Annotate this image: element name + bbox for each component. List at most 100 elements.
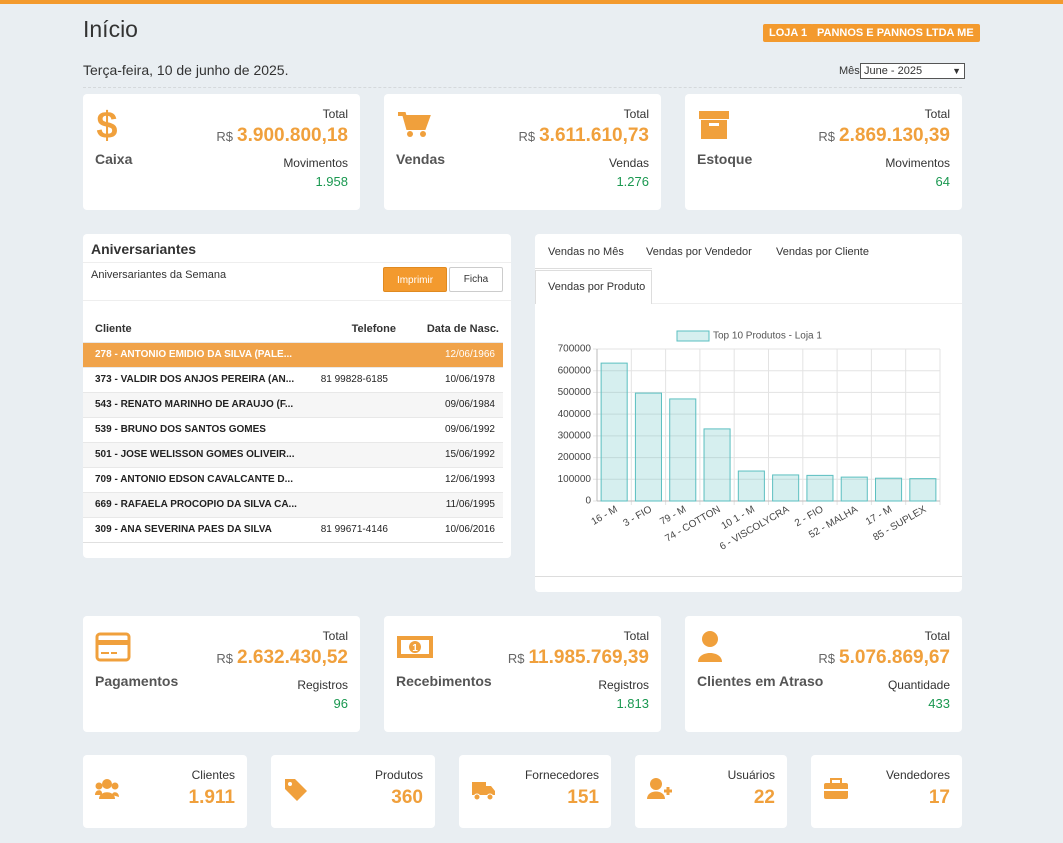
y-tick-label: 100000 [558,474,592,485]
summary-card: EstoqueTotalR$2.869.130,39Movimentos64 [685,94,962,210]
detail-value: 1.813 [616,696,649,711]
counter-card: Fornecedores 151 [459,755,611,828]
tab[interactable]: Vendas no Mês [548,246,624,258]
icon [823,777,851,803]
icon [697,630,737,666]
divider [535,576,962,577]
panel-title: Aniversariantes [91,241,196,257]
bar [635,393,661,501]
table-row[interactable]: 309 - ANA SEVERINA PAES DA SILVA81 99671… [83,517,503,542]
table-row[interactable]: 278 - ANTONIO EMIDIO DA SILVA (PALE... 12… [83,342,503,367]
column-header: Cliente [95,323,132,335]
phone: 81 99828-6185 [321,374,388,385]
tab[interactable]: Vendas por Cliente [776,246,869,258]
counter-value: 151 [567,787,599,809]
summary-card: 1RecebimentosTotalR$11.985.769,39Registr… [384,616,661,732]
sheet-button[interactable]: Ficha [449,267,503,292]
amount: 11.985.769,39 [529,647,649,668]
phone: 81 99671-4146 [321,524,388,535]
birth-date: 09/06/1984 [445,399,495,410]
counter-label: Vendedores [886,768,950,782]
detail-label: Registros [598,678,649,692]
table-row[interactable]: 543 - RENATO MARINHO DE ARAUJO (F... 09/0… [83,392,503,417]
divider [83,300,511,301]
y-tick-label: 300000 [558,430,592,441]
counter-card: Usuários22 [635,755,787,828]
total-label: Total [624,107,649,121]
icon [95,630,135,666]
table-row[interactable]: 709 - ANTONIO EDSON CAVALCANTE D... 12/06… [83,467,503,492]
total-amount: R$3.900.800,18 [216,125,348,147]
currency: R$ [216,651,233,666]
client-name: 539 - BRUNO DOS SANTOS GOMES [95,424,266,435]
x-tick-label: 3 - FIO [621,504,654,529]
bar [841,477,867,501]
button-text: Ficha [464,274,488,285]
client-name: 669 - RAFAELA PROCOPIO DA SILVA CA... [95,499,297,510]
y-tick-label: 500000 [558,387,592,398]
client-name: 543 - RENATO MARINHO DE ARAUJO (F... [95,399,293,410]
date: Terça-feira, 10 de junho de 2025. [83,62,288,78]
column-header: Data de Nasc. [427,323,499,335]
x-tick-label: 16 - M [590,504,620,528]
company-badge[interactable]: PANNOS E PANNOS LTDA ME [811,24,980,42]
counter-card: Vendedores 17 [811,755,962,828]
table-row[interactable]: 373 - VALDIR DOS ANJOS PEREIRA (AN... 81 … [83,367,503,392]
print-button[interactable]: Imprimir [383,267,447,292]
bar [704,429,730,501]
total-label: Total [323,107,348,121]
icon [647,777,675,803]
chart-panel: Vendas no Mês Vendas por Vendedor Vendas p… [535,234,962,592]
bar [601,363,627,501]
month-select[interactable]: June - 2025▼ [860,63,965,79]
icon [95,777,123,803]
table-row[interactable]: 669 - RAFAELA PROCOPIO DA SILVA CA...11/… [83,492,503,517]
table-row[interactable]: 539 - BRUNO DOS SANTOS GOMES09/06/1992 [83,417,503,442]
icon [697,108,737,144]
top-bar [0,0,1063,4]
divider [83,87,962,88]
bar [670,399,696,501]
total-amount: R$11.985.769,39 [508,647,649,669]
svg-text:1: 1 [412,643,418,654]
counter-value: 360 [391,787,423,809]
birth-date: 12/06/1966 [445,349,495,360]
detail-value: 1.958 [315,174,348,189]
counter-value: 17 [929,787,950,809]
birth-date: 12/06/1993 [445,474,495,485]
y-tick-label: 600000 [558,365,592,376]
amount: 5.076.869,67 [839,647,950,668]
total-label: Total [624,629,649,643]
summary-card: Clientes em AtrasoTotalR$5.076.869,67Qua… [685,616,962,732]
birth-date: 10/06/2016 [445,524,495,535]
total-amount: R$3.611.610,73 [518,125,649,147]
month-value: June - 2025 [864,65,922,77]
icon [396,108,436,144]
amount: 2.869.130,39 [839,125,950,146]
client-name: 373 - VALDIR DOS ANJOS PEREIRA (AN... [95,374,294,385]
page-title: Início [83,16,138,43]
bar [876,478,902,501]
y-tick-label: 700000 [558,344,592,355]
client-name: 278 - ANTONIO EMIDIO DA SILVA (PALE... [95,349,292,360]
card-title: Vendas [396,151,445,167]
counter-label: Fornecedores [525,768,599,782]
divider [83,542,503,543]
total-label: Total [323,629,348,643]
tab[interactable]: Vendas por Vendedor [646,246,752,258]
birth-date: 10/06/1978 [445,374,495,385]
y-tick-label: 200000 [558,452,592,463]
counter-value: 1.911 [189,787,236,809]
counter-card: Produtos360 [271,755,435,828]
currency: R$ [818,651,835,666]
currency: R$ [518,129,535,144]
divider [83,262,511,263]
icon: 1 [396,630,436,666]
store-badge[interactable]: LOJA 1 [763,24,813,42]
table-row[interactable]: 501 - JOSE WELISSON GOMES OLIVEIR...15/0… [83,442,503,467]
card-title: Caixa [95,151,132,167]
summary-card: $CaixaTotalR$3.900.800,18Movimentos1.958 [83,94,360,210]
counter-label: Usuários [728,768,775,782]
client-name: 709 - ANTONIO EDSON CAVALCANTE D... [95,474,293,485]
birthdays-panel: AniversariantesAniversariantes da Semana… [83,234,511,558]
